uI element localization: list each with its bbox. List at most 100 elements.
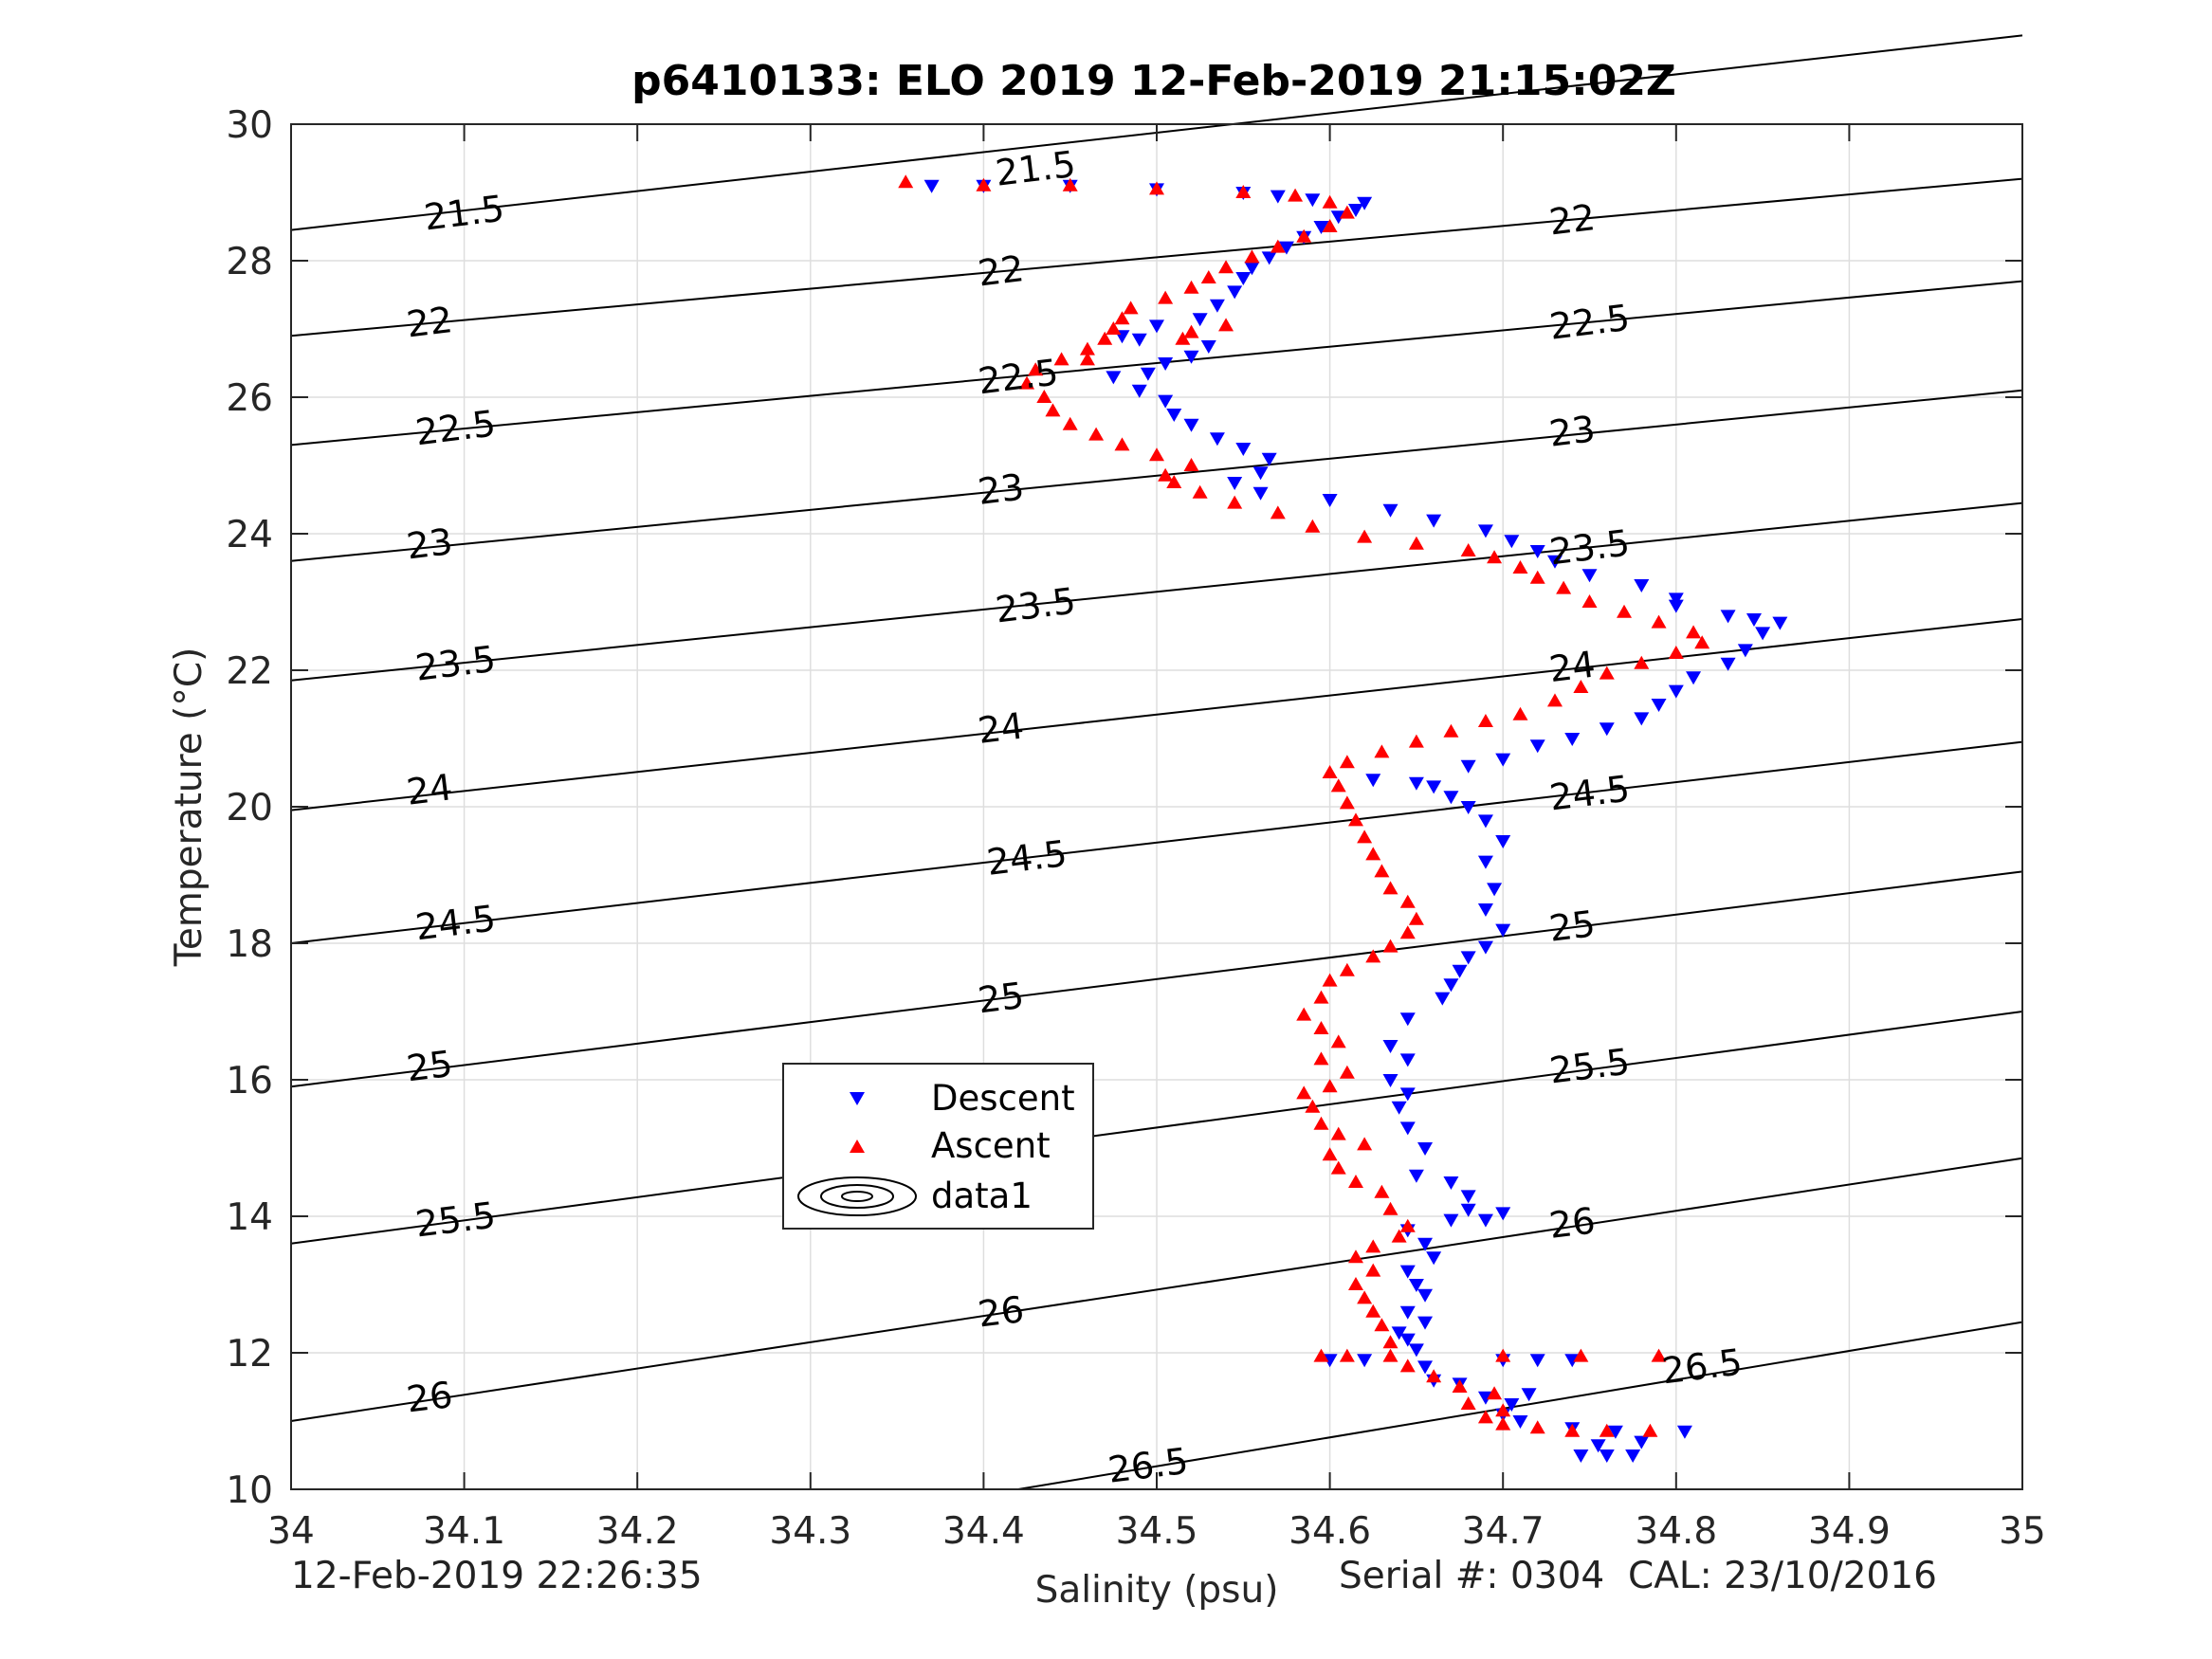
ascent-point xyxy=(1694,635,1710,649)
descent-point xyxy=(1443,1176,1459,1190)
x-tick-label: 34.5 xyxy=(1116,1510,1198,1553)
ascent-point xyxy=(1564,1423,1581,1437)
ascent-point xyxy=(1062,416,1078,430)
ascent-point xyxy=(1399,925,1416,939)
footer-timestamp: 12-Feb-2019 22:26:35 xyxy=(291,1555,703,1597)
ascent-point xyxy=(1399,1218,1416,1232)
contour-label: 24.5 xyxy=(1547,768,1632,819)
descent-point xyxy=(1487,883,1503,897)
descent-point xyxy=(1357,1354,1373,1368)
descent-point xyxy=(1686,671,1702,685)
ascent-point xyxy=(1382,881,1398,895)
contour-line xyxy=(290,280,2023,447)
ascent-point xyxy=(1339,1065,1355,1079)
contour-label: 23 xyxy=(404,520,454,568)
ascent-point xyxy=(1244,249,1260,264)
contour-line xyxy=(1017,1321,2023,1490)
contour-line xyxy=(290,870,2023,1088)
ascent-point xyxy=(1062,177,1078,191)
descent-series xyxy=(923,179,1788,1463)
descent-point xyxy=(1399,1087,1416,1102)
descent-point xyxy=(1477,1213,1493,1228)
y-tick-label: 18 xyxy=(226,923,273,966)
descent-point xyxy=(1529,1354,1545,1368)
descent-point xyxy=(1347,204,1363,217)
ascent-point xyxy=(1357,529,1373,543)
ascent-point xyxy=(1651,1348,1667,1362)
y-tick-label: 14 xyxy=(226,1196,273,1239)
descent-point xyxy=(1625,1449,1641,1463)
ascent-point xyxy=(1382,1201,1398,1215)
descent-point xyxy=(1504,1398,1520,1412)
descent-point xyxy=(1408,1279,1424,1292)
ascent-point xyxy=(1149,447,1164,462)
ascent-point xyxy=(1158,290,1174,304)
x-tick-label: 34.1 xyxy=(423,1510,505,1553)
descent-point xyxy=(1668,592,1684,607)
ascent-point xyxy=(1322,973,1338,987)
descent-point xyxy=(1755,627,1771,641)
descent-point xyxy=(1495,835,1511,848)
ascent-point xyxy=(1365,949,1381,963)
contour-label: 23.5 xyxy=(413,638,498,689)
ascent-point xyxy=(1399,1358,1416,1373)
descent-point xyxy=(1158,357,1174,371)
contour-label: 25 xyxy=(976,975,1026,1022)
y-tick-label: 26 xyxy=(226,377,273,420)
contour-label: 26.5 xyxy=(1106,1440,1190,1491)
descent-point xyxy=(1408,1169,1424,1183)
descent-point xyxy=(1244,262,1260,276)
ascent-point xyxy=(1313,990,1329,1004)
legend[interactable]: Descent Ascent data1 xyxy=(782,1063,1094,1230)
ascent-point xyxy=(1313,1051,1329,1066)
ascent-point xyxy=(1330,1126,1346,1140)
contour-label: 25.5 xyxy=(1547,1041,1632,1092)
descent-point xyxy=(1399,1265,1416,1279)
ascent-point xyxy=(1365,1304,1381,1318)
descent-point xyxy=(1634,1435,1650,1449)
descent-point xyxy=(1192,313,1208,327)
ascent-point xyxy=(1573,1348,1589,1362)
ascent-point xyxy=(1313,1348,1329,1362)
ascent-point xyxy=(1166,475,1182,488)
descent-point xyxy=(1131,333,1147,347)
footer-serial-cal: Serial #: 0304 CAL: 23/10/2016 xyxy=(1339,1555,1937,1597)
ascent-point xyxy=(898,174,914,189)
ascent-point xyxy=(1313,1116,1329,1130)
ascent-point xyxy=(1200,270,1216,283)
descent-point xyxy=(1460,1203,1476,1217)
ascent-point xyxy=(1028,362,1044,376)
ascent-point xyxy=(1599,665,1615,680)
ascent-point xyxy=(1114,311,1130,325)
contour-label: 22.5 xyxy=(413,402,498,453)
descent-point xyxy=(1140,367,1156,381)
descent-point xyxy=(1477,524,1493,538)
ascent-point xyxy=(1175,331,1191,345)
contour-line xyxy=(290,740,2023,944)
ascent-point xyxy=(1088,427,1105,441)
descent-point xyxy=(1460,1190,1476,1204)
x-tick-label: 34 xyxy=(267,1510,315,1553)
ascent-point xyxy=(1053,352,1069,366)
ascent-point xyxy=(1391,1229,1407,1243)
descent-point xyxy=(1435,992,1451,1006)
ascent-point xyxy=(1512,560,1528,574)
ascent-point xyxy=(1477,714,1493,727)
ascent-point xyxy=(1330,1160,1346,1175)
x-tick-label: 34.2 xyxy=(596,1510,679,1553)
contour-label: 25 xyxy=(1547,902,1598,950)
descent-point xyxy=(1477,940,1493,955)
descent-point xyxy=(1443,1213,1459,1228)
contour-lines xyxy=(290,34,2023,1490)
ascent-point xyxy=(1322,219,1338,232)
ascent-point xyxy=(1487,550,1503,564)
ascent-point xyxy=(1305,519,1321,533)
descent-point xyxy=(1399,1305,1416,1320)
legend-descent-marker xyxy=(850,1092,865,1105)
ascent-point xyxy=(1019,375,1035,390)
descent-point xyxy=(1495,1207,1511,1221)
descent-point xyxy=(1495,753,1511,767)
x-tick-label: 34.9 xyxy=(1808,1510,1891,1553)
descent-point xyxy=(1261,251,1277,265)
